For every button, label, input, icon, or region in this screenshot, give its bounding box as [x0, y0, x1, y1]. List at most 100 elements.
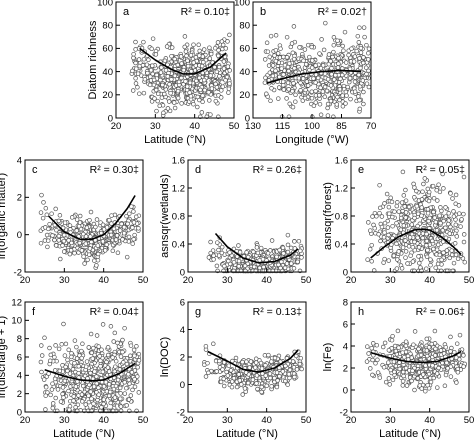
data-point: [225, 39, 230, 44]
data-point: [403, 198, 409, 203]
data-point: [58, 399, 64, 404]
data-point: [130, 387, 135, 393]
data-point: [280, 245, 286, 251]
data-point: [276, 85, 282, 90]
data-point: [389, 337, 395, 343]
data-point: [132, 232, 137, 238]
data-point: [74, 228, 79, 233]
data-point: [328, 58, 333, 64]
data-point: [67, 407, 72, 412]
data-point: [412, 329, 418, 334]
data-point: [361, 55, 366, 60]
data-point: [183, 79, 188, 84]
data-point: [360, 78, 366, 83]
data-point: [110, 248, 116, 254]
data-point: [361, 89, 366, 95]
data-point: [282, 265, 288, 271]
data-point: [415, 223, 420, 229]
data-point: [63, 364, 68, 370]
data-point: [269, 359, 274, 364]
data-point: [443, 205, 448, 210]
data-point: [133, 214, 139, 220]
data-point: [435, 385, 440, 390]
data-point: [277, 74, 282, 80]
data-point: [212, 64, 217, 70]
y-tick-label: 0: [108, 113, 113, 124]
data-point: [352, 75, 358, 80]
data-point: [337, 86, 343, 92]
x-tick-label: 70: [366, 121, 377, 132]
data-point: [419, 213, 424, 218]
data-point: [98, 363, 103, 369]
data-point: [121, 230, 127, 236]
data-point: [134, 66, 139, 71]
data-point: [419, 386, 424, 391]
data-point: [448, 374, 454, 379]
data-point: [94, 217, 100, 222]
data-point: [171, 100, 177, 105]
x-axis-label-a: Latitude (°N): [144, 134, 206, 146]
data-point: [101, 397, 107, 402]
data-point: [461, 211, 466, 217]
data-point: [189, 69, 194, 74]
data-point: [424, 266, 429, 271]
data-point: [211, 341, 216, 347]
data-point: [227, 32, 232, 38]
data-point: [46, 226, 51, 232]
data-point: [263, 75, 268, 81]
data-point: [354, 48, 359, 54]
data-point: [430, 238, 435, 244]
data-point: [255, 250, 261, 256]
data-point: [50, 401, 56, 406]
data-point: [106, 369, 112, 374]
data-point: [352, 89, 358, 94]
data-point: [323, 20, 328, 26]
data-point: [292, 66, 297, 71]
data-point: [182, 44, 187, 50]
x-tick-label: 40: [98, 415, 109, 426]
data-point: [136, 390, 142, 395]
data-point: [181, 67, 186, 73]
data-point: [128, 353, 133, 359]
x-tick-label: 115: [275, 121, 290, 132]
data-point: [264, 40, 270, 46]
data-point: [462, 259, 468, 265]
data-point: [81, 231, 86, 237]
data-point: [66, 238, 71, 243]
data-point: [433, 219, 439, 225]
r2-annotation-f: R² = 0.04‡: [90, 306, 139, 318]
data-point: [191, 60, 196, 65]
data-point: [381, 365, 387, 370]
y-tick-label: 0: [245, 113, 250, 124]
y-tick-label: -2: [177, 407, 185, 418]
y-axis-label-f: ln(discharge + 1): [0, 316, 8, 398]
data-point: [161, 110, 166, 116]
data-point: [132, 353, 137, 358]
data-point: [357, 106, 363, 112]
y-tick-label: 0: [180, 267, 185, 278]
data-point: [265, 49, 271, 54]
data-point: [342, 29, 348, 35]
data-point: [93, 224, 98, 230]
data-point: [394, 203, 400, 209]
data-point: [289, 261, 294, 266]
data-point: [293, 92, 298, 98]
data-point: [69, 215, 75, 220]
data-point: [133, 81, 139, 86]
data-point: [362, 34, 367, 40]
data-point: [208, 239, 213, 245]
data-point: [283, 363, 288, 369]
data-point: [47, 221, 52, 227]
data-point: [128, 393, 134, 398]
data-point: [286, 87, 291, 92]
data-point: [434, 247, 440, 252]
data-point: [191, 101, 196, 107]
data-point: [149, 46, 154, 52]
data-point: [286, 68, 291, 74]
data-point: [369, 242, 374, 248]
data-point: [206, 370, 211, 376]
data-point: [329, 66, 334, 71]
data-point: [155, 91, 161, 97]
data-point: [126, 372, 131, 377]
